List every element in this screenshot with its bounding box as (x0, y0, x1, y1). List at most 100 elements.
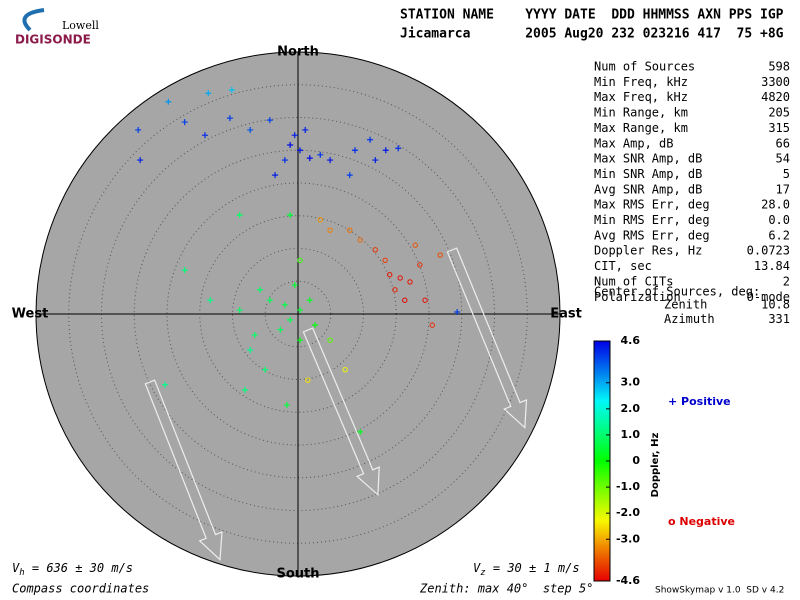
stat-label: Num of Sources (594, 60, 695, 74)
colorbar-tick-label: -3.0 (616, 532, 640, 545)
positive-source (247, 347, 254, 354)
colorbar-tick-label: 2.0 (621, 402, 641, 415)
stat-value: 13.84 (754, 259, 790, 273)
header-labels: STATION NAME YYYY DATE DDD HHMMSS AXN PP… (400, 8, 784, 23)
coords-text: Compass coordinates (12, 582, 149, 596)
positive-source (181, 119, 188, 126)
negative-source (327, 227, 333, 233)
legend-negative-text: Negative (679, 515, 735, 528)
stat-label: Max RMS Err, deg (594, 198, 710, 212)
stat-label: Min RMS Err, deg (594, 213, 710, 227)
positive-source (291, 282, 298, 289)
positive-source (454, 309, 461, 316)
stat-label: Doppler Res, Hz (594, 244, 702, 258)
velocity-arrows (144, 247, 528, 561)
south-label: South (276, 567, 319, 582)
positive-source (382, 147, 389, 154)
positive-source (207, 297, 214, 304)
stat-label: Polarization (594, 290, 681, 304)
colorbar-tick-label: 3.0 (621, 376, 641, 389)
negative-source (397, 275, 403, 281)
center-title: Center of Sources, deg: (594, 285, 760, 299)
stat-value: 66 (776, 136, 790, 150)
stat-value: 0.0723 (747, 244, 790, 258)
stat-value: 5 (783, 167, 790, 181)
positive-source (395, 145, 402, 152)
negative-source (382, 257, 388, 263)
positive-source (228, 86, 235, 93)
zenith-text: Zenith: max 40° step 5° (419, 582, 593, 596)
center-label: Azimuth (664, 312, 715, 326)
positive-source (287, 316, 294, 323)
positive-source (317, 151, 324, 158)
vh-sub: h (19, 568, 24, 578)
negative-source (297, 257, 303, 263)
colorbar-tick-label: -1.0 (616, 480, 640, 493)
vz-symbol: V (473, 561, 481, 575)
north-label: North (277, 45, 319, 60)
stat-label: Min Range, km (594, 106, 688, 120)
positive-source (205, 90, 212, 97)
positive-source (281, 157, 288, 164)
center-value: 331 (768, 312, 790, 326)
positive-source (327, 157, 334, 164)
east-label: East (550, 307, 582, 322)
positive-source (306, 155, 313, 162)
arrow (144, 379, 223, 561)
negative-source (437, 252, 443, 258)
positive-source (236, 212, 243, 219)
colorbar-tick-label: 0 (632, 454, 640, 467)
vz-sub: z (480, 568, 485, 578)
negative-source (317, 216, 323, 223)
vz-text: Vz = 30 ± 1 m/s (473, 561, 580, 578)
legend-negative: o Negative (668, 515, 735, 528)
stat-label: Max Freq, kHz (594, 90, 688, 104)
positive-source (296, 307, 303, 314)
center-label: Zenith (664, 298, 707, 312)
vh-symbol: V (12, 561, 20, 575)
logo-bottom: DIGISONDE (15, 33, 91, 47)
stat-value: 0.0 (768, 213, 790, 227)
positive-source (262, 366, 269, 373)
version-text: ShowSkymap v 1.0 SD v 4.2 (655, 586, 784, 596)
positive-source (357, 428, 364, 435)
positive-source (165, 98, 172, 105)
positive-source (162, 381, 169, 388)
west-label: West (12, 307, 49, 322)
vh-text: Vh = 636 ± 30 m/s (12, 561, 133, 578)
negative-source (402, 297, 408, 303)
logo-top: Lowell (62, 19, 99, 32)
colorbar-tick-label: -2.0 (616, 506, 640, 519)
colorbar-tick-label: 4.6 (621, 334, 641, 347)
stat-value: 6.2 (768, 228, 790, 242)
colorbar-tick-label: 1.0 (621, 428, 641, 441)
stat-label: Avg RMS Err, deg (594, 228, 710, 242)
colorbar-title: Doppler, Hz (650, 433, 661, 498)
stat-label: Max Range, km (594, 121, 688, 135)
positive-source (312, 322, 319, 329)
stat-value: 598 (768, 60, 790, 74)
positive-source (135, 126, 142, 133)
positive-source (296, 147, 303, 154)
positive-source (281, 301, 288, 308)
negative-source (387, 272, 393, 278)
positive-source (283, 402, 290, 409)
positive-source (306, 297, 313, 304)
stat-label: Max Amp, dB (594, 136, 673, 150)
negative-source (342, 366, 348, 373)
stat-label: CIT, sec (594, 259, 652, 273)
positive-source (257, 286, 264, 293)
positive-source (287, 142, 294, 149)
positive-source (201, 132, 208, 139)
arrow (446, 247, 528, 429)
negative-source (417, 262, 423, 268)
legend-positive: + Positive (668, 395, 731, 408)
stat-label: Max SNR Amp, dB (594, 152, 702, 166)
negative-source (357, 237, 363, 243)
header-values: Jicamarca 2005 Aug20 232 023216 417 75 +… (400, 27, 784, 42)
positive-source (226, 115, 233, 122)
positive-source (296, 337, 303, 344)
legend-positive-text: Positive (681, 395, 731, 408)
positive-source (277, 326, 284, 333)
negative-source (347, 227, 353, 233)
